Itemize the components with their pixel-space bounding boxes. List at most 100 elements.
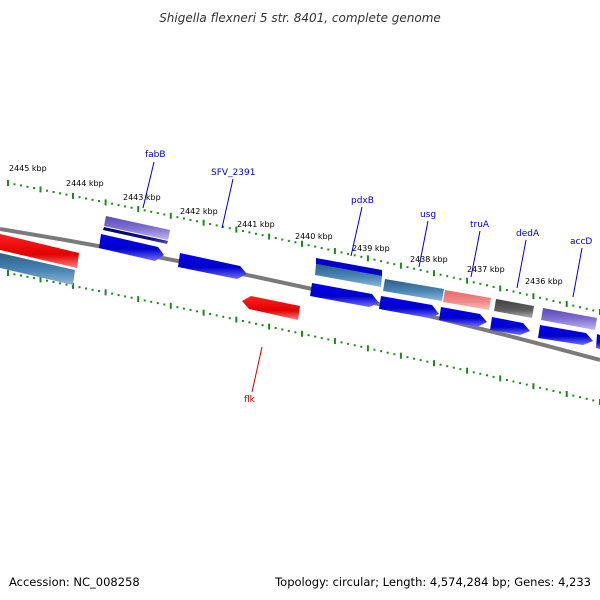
scale-label: 2437 kbp — [467, 265, 505, 274]
scale-minor-tick — [228, 317, 231, 320]
scale-minor-tick — [380, 350, 383, 353]
scale-minor-tick — [472, 371, 475, 374]
scale-minor-tick — [492, 375, 495, 378]
scale-minor-tick — [519, 382, 522, 385]
scale-minor-tick — [85, 197, 87, 200]
scale-minor-tick — [78, 286, 81, 289]
scale-minor-tick — [20, 184, 22, 187]
scale-minor-tick — [452, 366, 455, 369]
scale-minor-tick — [479, 282, 482, 285]
scale-minor-tick — [320, 247, 323, 250]
scale-minor-tick — [426, 270, 429, 273]
scale-major-tick — [565, 301, 568, 307]
scale-minor-tick — [419, 269, 422, 272]
scale-minor-tick — [255, 322, 257, 325]
scale-major-tick — [39, 276, 42, 283]
scale-minor-tick — [479, 372, 482, 375]
scale-label: 2436 kbp — [525, 277, 563, 286]
scale-minor-tick — [59, 192, 61, 195]
scale-minor-tick — [124, 205, 127, 208]
scale-minor-tick — [13, 273, 16, 276]
scale-minor-tick — [307, 334, 310, 337]
gene-arrow — [439, 307, 487, 327]
scale-minor-tick — [222, 315, 225, 318]
label-leader — [418, 220, 429, 268]
scale-major-tick — [499, 375, 502, 382]
scale-major-tick — [366, 255, 369, 262]
scale-minor-tick — [20, 274, 22, 277]
scale-minor-tick — [519, 292, 522, 295]
scale-minor-tick — [111, 202, 114, 205]
scale-minor-tick — [182, 217, 185, 220]
gene-label-fabB: fabB — [145, 150, 166, 160]
scale-minor-tick — [261, 234, 264, 237]
feature-block — [315, 264, 382, 287]
scale-minor-tick — [347, 342, 350, 345]
gene-arrow — [99, 234, 164, 261]
scale-minor-tick — [307, 244, 310, 247]
feature-block — [383, 279, 444, 301]
scale-major-tick — [104, 289, 107, 296]
scale-major-tick — [169, 212, 172, 219]
scale-major-tick — [565, 391, 568, 397]
scale-major-tick — [7, 180, 9, 186]
scale-minor-tick — [492, 285, 495, 288]
scale-minor-tick — [452, 276, 455, 279]
scale-minor-tick — [130, 206, 133, 209]
scale-minor-tick — [320, 337, 323, 340]
scale-minor-tick — [413, 357, 416, 360]
scale-minor-tick — [353, 254, 356, 257]
scale-minor-tick — [545, 298, 548, 301]
label-leader — [572, 247, 583, 298]
scale-major-tick — [301, 240, 303, 247]
scale-minor-tick — [163, 303, 166, 306]
scale-minor-tick — [393, 263, 396, 266]
feature-block — [103, 227, 168, 244]
gene-label-dedA: dedA — [516, 229, 540, 239]
forward-strand-track — [99, 234, 600, 349]
scale-minor-tick — [360, 255, 363, 258]
scale-minor-tick — [486, 284, 488, 287]
scale-minor-tick — [241, 320, 244, 322]
feature-block — [541, 308, 597, 330]
scale-minor-tick — [156, 302, 159, 305]
scale-minor-tick — [386, 351, 389, 354]
scale-minor-tick — [539, 386, 542, 389]
scale-major-tick — [301, 330, 303, 337]
scale-minor-tick — [209, 313, 212, 315]
scale-minor-tick — [393, 353, 396, 356]
lower-scale-ring — [7, 270, 600, 405]
gene-arrow — [490, 317, 530, 335]
gene-arrow — [310, 283, 379, 307]
scale-minor-tick — [446, 275, 449, 278]
scale-minor-tick — [98, 200, 100, 203]
scale-major-tick — [235, 226, 238, 233]
scale-minor-tick — [65, 193, 68, 196]
scale-minor-tick — [150, 210, 153, 213]
gene-arrow — [379, 296, 439, 318]
scale-label: 2440 kbp — [295, 232, 333, 241]
scale-minor-tick — [274, 237, 277, 239]
label-leader — [221, 178, 234, 229]
label-leader — [350, 206, 363, 257]
scale-major-tick — [169, 302, 172, 309]
scale-minor-tick — [572, 304, 575, 307]
feature-block — [316, 258, 382, 276]
scale-minor-tick — [340, 251, 343, 254]
genome-backbone — [0, 227, 600, 362]
scale-major-tick — [268, 233, 271, 240]
scale-minor-tick — [353, 344, 356, 347]
scale-major-tick — [104, 199, 107, 206]
scale-label: 2441 kbp — [237, 220, 275, 229]
gene-label-pdxB: pdxB — [351, 196, 374, 206]
scale-major-tick — [466, 277, 469, 284]
scale-major-tick — [39, 186, 42, 193]
scale-major-tick — [333, 248, 336, 254]
scale-major-tick — [137, 296, 140, 303]
scale-minor-tick — [386, 261, 389, 264]
gene-block — [0, 253, 75, 285]
map-title: Shigella flexneri 5 str. 8401, complete … — [159, 11, 441, 25]
scale-label: 2438 kbp — [410, 255, 448, 264]
gene-arrow — [596, 334, 600, 349]
